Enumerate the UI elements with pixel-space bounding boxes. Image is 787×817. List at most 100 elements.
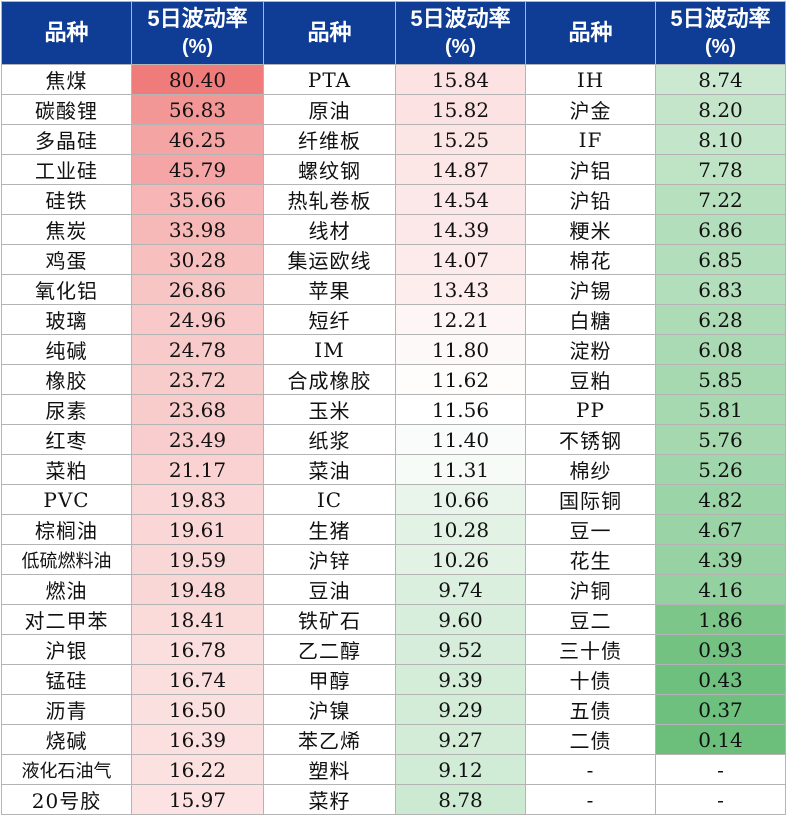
volatility-value-cell: 19.61 [131,514,264,545]
variety-cell: 低硫燃料油 [1,544,132,575]
variety-cell: 纸浆 [263,424,396,455]
variety-cell: 棕榈油 [1,514,132,545]
volatility-value-cell: 6.86 [655,214,786,245]
variety-cell: 三十债 [525,634,656,665]
variety-cell: 豆一 [525,514,656,545]
variety-cell: PP [525,394,656,425]
variety-cell: 氧化铝 [1,274,132,305]
volatility-value-cell: 16.74 [131,664,264,695]
volatility-value-cell: 14.87 [395,154,526,185]
volatility-value-cell: 9.12 [395,754,526,785]
volatility-value-cell: 9.60 [395,604,526,635]
variety-cell: 原油 [263,94,396,125]
table-row: 工业硅 45.79 螺纹钢 14.87 沪铝 7.78 [1,154,786,185]
table-row: 纯碱 24.78 IM 11.80 淀粉 6.08 [1,334,786,365]
variety-cell: 五债 [525,694,656,725]
volatility-value-cell: 18.41 [131,604,264,635]
volatility-value-cell: 10.26 [395,544,526,575]
variety-cell: 二债 [525,724,656,755]
table-row: 锰硅 16.74 甲醇 9.39 十债 0.43 [1,664,786,695]
table-row: 鸡蛋 30.28 集运欧线 14.07 棉花 6.85 [1,244,786,275]
volatility-value-cell: 8.20 [655,94,786,125]
volatility-value-cell: 23.49 [131,424,264,455]
variety-cell: 合成橡胶 [263,364,396,395]
volatility-value-cell: 9.39 [395,664,526,695]
variety-cell: 纯碱 [1,334,132,365]
variety-cell: 硅铁 [1,184,132,215]
variety-cell: PTA [263,64,396,95]
header-variety-1: 品种 [1,1,132,65]
variety-cell: 粳米 [525,214,656,245]
table-body: 焦煤 80.40 PTA 15.84 IH 8.74 碳酸锂 56.83 原油 15.82 沪金 8.… [1,64,786,815]
volatility-value-cell: - [655,784,786,815]
volatility-value-cell: 11.31 [395,454,526,485]
variety-cell: 花生 [525,544,656,575]
table-row: 焦煤 80.40 PTA 15.84 IH 8.74 [1,64,786,95]
table-row: 对二甲苯 18.41 铁矿石 9.60 豆二 1.86 [1,604,786,635]
volatility-value-cell: 5.26 [655,454,786,485]
table-row: 焦炭 33.98 线材 14.39 粳米 6.86 [1,214,786,245]
volatility-value-cell: 0.14 [655,724,786,755]
header-variety-3: 品种 [525,1,656,65]
volatility-value-cell: 7.78 [655,154,786,185]
table-row: PVC 19.83 IC 10.66 国际铜 4.82 [1,484,786,515]
volatility-value-cell: 56.83 [131,94,264,125]
volatility-value-cell: 9.74 [395,574,526,605]
table-row: 氧化铝 26.86 苹果 13.43 沪锡 6.83 [1,274,786,305]
volatility-value-cell: 45.79 [131,154,264,185]
header-variety-2: 品种 [263,1,396,65]
volatility-value-cell: 30.28 [131,244,264,275]
volatility-value-cell: 10.66 [395,484,526,515]
volatility-value-cell: 14.54 [395,184,526,215]
variety-cell: 沪金 [525,94,656,125]
volatility-value-cell: 15.84 [395,64,526,95]
variety-cell: 沪锌 [263,544,396,575]
volatility-value-cell: 5.81 [655,394,786,425]
table-row: 棕榈油 19.61 生猪 10.28 豆一 4.67 [1,514,786,545]
header-volatility-1: 5日波动率 (%) [131,1,264,65]
volatility-value-cell: 1.86 [655,604,786,635]
volatility-value-cell: 26.86 [131,274,264,305]
table-row: 菜粕 21.17 菜油 11.31 棉纱 5.26 [1,454,786,485]
variety-cell: 十债 [525,664,656,695]
variety-cell: 甲醇 [263,664,396,695]
volatility-value-cell: 15.25 [395,124,526,155]
variety-cell: 白糖 [525,304,656,335]
volatility-value-cell: 4.67 [655,514,786,545]
table-row: 低硫燃料油 19.59 沪锌 10.26 花生 4.39 [1,544,786,575]
volatility-value-cell: 5.76 [655,424,786,455]
volatility-value-cell: 10.28 [395,514,526,545]
volatility-value-cell: 0.43 [655,664,786,695]
table-row: 液化石油气 16.22 塑料 9.12- - [1,754,786,785]
table-row: 燃油 19.48 豆油 9.74 沪铜 4.16 [1,574,786,605]
variety-cell: 玉米 [263,394,396,425]
volatility-value-cell: 33.98 [131,214,264,245]
volatility-value-cell: 0.37 [655,694,786,725]
variety-cell: 豆油 [263,574,396,605]
volatility-value-cell: 9.27 [395,724,526,755]
table-row: 尿素 23.68 玉米 11.56 PP 5.81 [1,394,786,425]
volatility-value-cell: 4.39 [655,544,786,575]
header-row: 品种 5日波动率 (%) 品种 5日波动率 (%) 品种 5日波动率 (%) [1,1,786,65]
volatility-value-cell: - [655,754,786,785]
table-row: 碳酸锂 56.83 原油 15.82 沪金 8.20 [1,94,786,125]
volatility-value-cell: 15.82 [395,94,526,125]
variety-cell: 尿素 [1,394,132,425]
header-volatility-3: 5日波动率 (%) [655,1,786,65]
volatility-value-cell: 5.85 [655,364,786,395]
variety-cell: 沪银 [1,634,132,665]
variety-cell: 沪铜 [525,574,656,605]
variety-cell: 国际铜 [525,484,656,515]
volatility-value-cell: 16.50 [131,694,264,725]
variety-cell: 菜籽 [263,784,396,815]
variety-cell: IM [263,334,396,365]
variety-cell: 沪镍 [263,694,396,725]
variety-cell: IF [525,124,656,155]
variety-cell: 焦炭 [1,214,132,245]
volatility-value-cell: 35.66 [131,184,264,215]
volatility-value-cell: 15.97 [131,784,264,815]
volatility-value-cell: 8.10 [655,124,786,155]
table-row: 20号胶 15.97 菜籽 8.78- - [1,784,786,815]
variety-cell: 铁矿石 [263,604,396,635]
volatility-value-cell: 19.59 [131,544,264,575]
